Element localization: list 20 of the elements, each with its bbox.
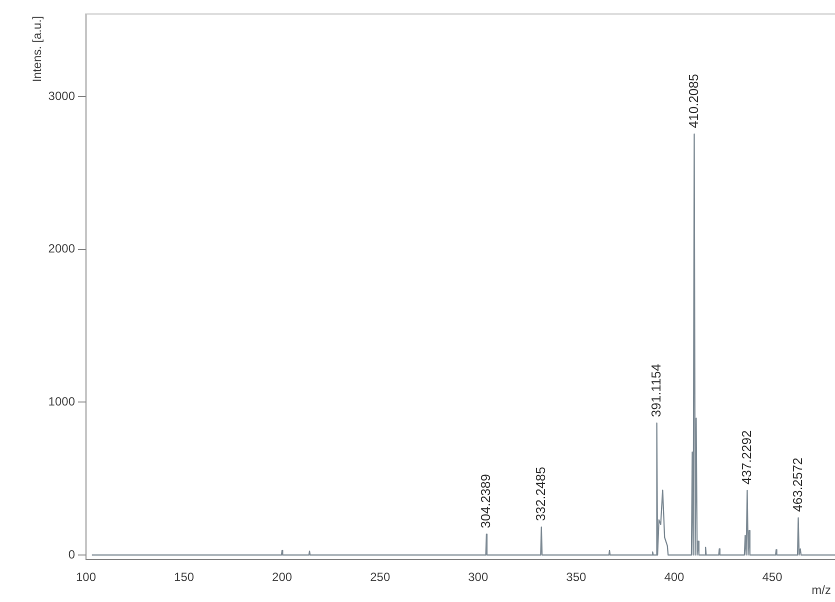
x-tick-label: 300: [468, 570, 488, 584]
x-tick-label: 400: [664, 570, 685, 584]
x-tick-label: 450: [762, 570, 783, 584]
y-tick-label: 3000: [48, 88, 76, 103]
x-tick-label: 350: [566, 570, 587, 584]
x-tick-label: 250: [370, 570, 390, 584]
y-axis-title: Intens. [a.u.]: [30, 16, 44, 82]
y-tick-label: 2000: [48, 242, 76, 256]
annotation: 332.2485: [532, 466, 548, 522]
x-axis-title: m/z: [812, 583, 831, 597]
x-tick-label: 200: [272, 570, 292, 584]
y-tick-label: 1000: [48, 394, 76, 408]
annotation: 391.1154: [648, 364, 664, 418]
x-tick-label: 100: [76, 570, 96, 584]
x-tick-label: 150: [174, 570, 194, 584]
annotation: 410.2085: [686, 74, 701, 128]
annotation: 463.2572: [790, 458, 805, 512]
annotation: 437.2292: [738, 430, 754, 485]
y-tick-label: 0: [68, 547, 76, 562]
annotation: 304.2389: [478, 474, 494, 528]
